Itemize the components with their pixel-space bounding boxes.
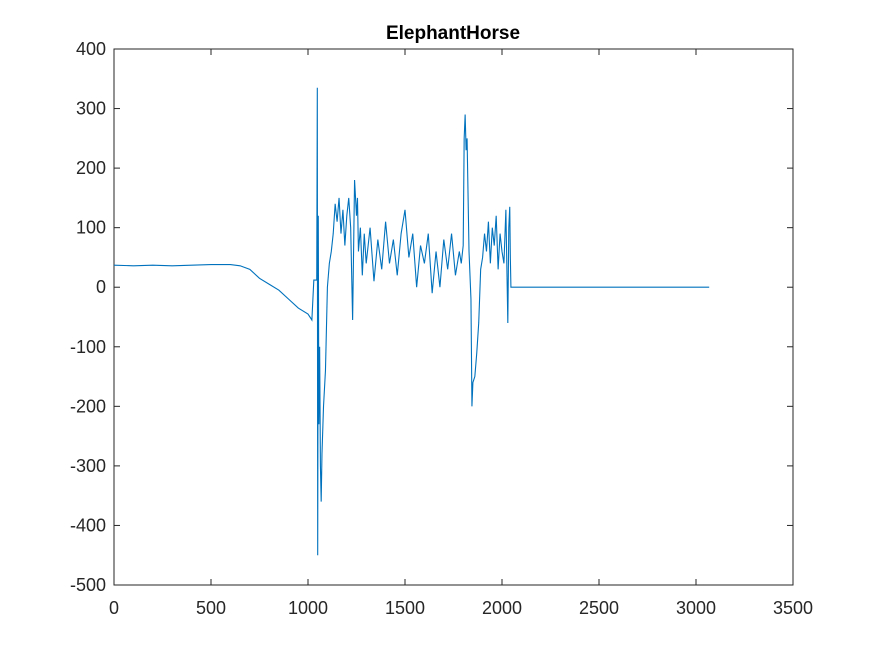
y-tick-label: 0 xyxy=(96,277,106,297)
plot-area-frame xyxy=(113,48,794,586)
x-tick-label: 2000 xyxy=(482,598,522,618)
x-tick-label: 3500 xyxy=(773,598,813,618)
y-tick-label: -400 xyxy=(70,515,106,535)
y-tick-label: -100 xyxy=(70,337,106,357)
y-tick-label: 400 xyxy=(76,39,106,59)
x-axis: 0 500 1000 1500 2000 2500 3000 3500 xyxy=(109,49,813,618)
y-tick-label: 300 xyxy=(76,99,106,119)
y-tick-label: -500 xyxy=(70,575,106,595)
series-line xyxy=(113,87,710,556)
x-tick-label: 1000 xyxy=(288,598,328,618)
y-axis: 400 300 200 100 0 -100 -200 -300 -400 -500 xyxy=(70,39,793,595)
y-tick-label: -300 xyxy=(70,456,106,476)
y-tick-label: 100 xyxy=(76,218,106,238)
chart-title: ElephantHorse xyxy=(386,23,520,44)
x-tick-label: 2500 xyxy=(579,598,619,618)
y-tick-label: 200 xyxy=(76,158,106,178)
x-tick-label: 3000 xyxy=(676,598,716,618)
y-tick-label: -200 xyxy=(70,396,106,416)
x-tick-label: 500 xyxy=(196,598,226,618)
x-tick-label: 0 xyxy=(109,598,119,618)
x-tick-label: 1500 xyxy=(385,598,425,618)
